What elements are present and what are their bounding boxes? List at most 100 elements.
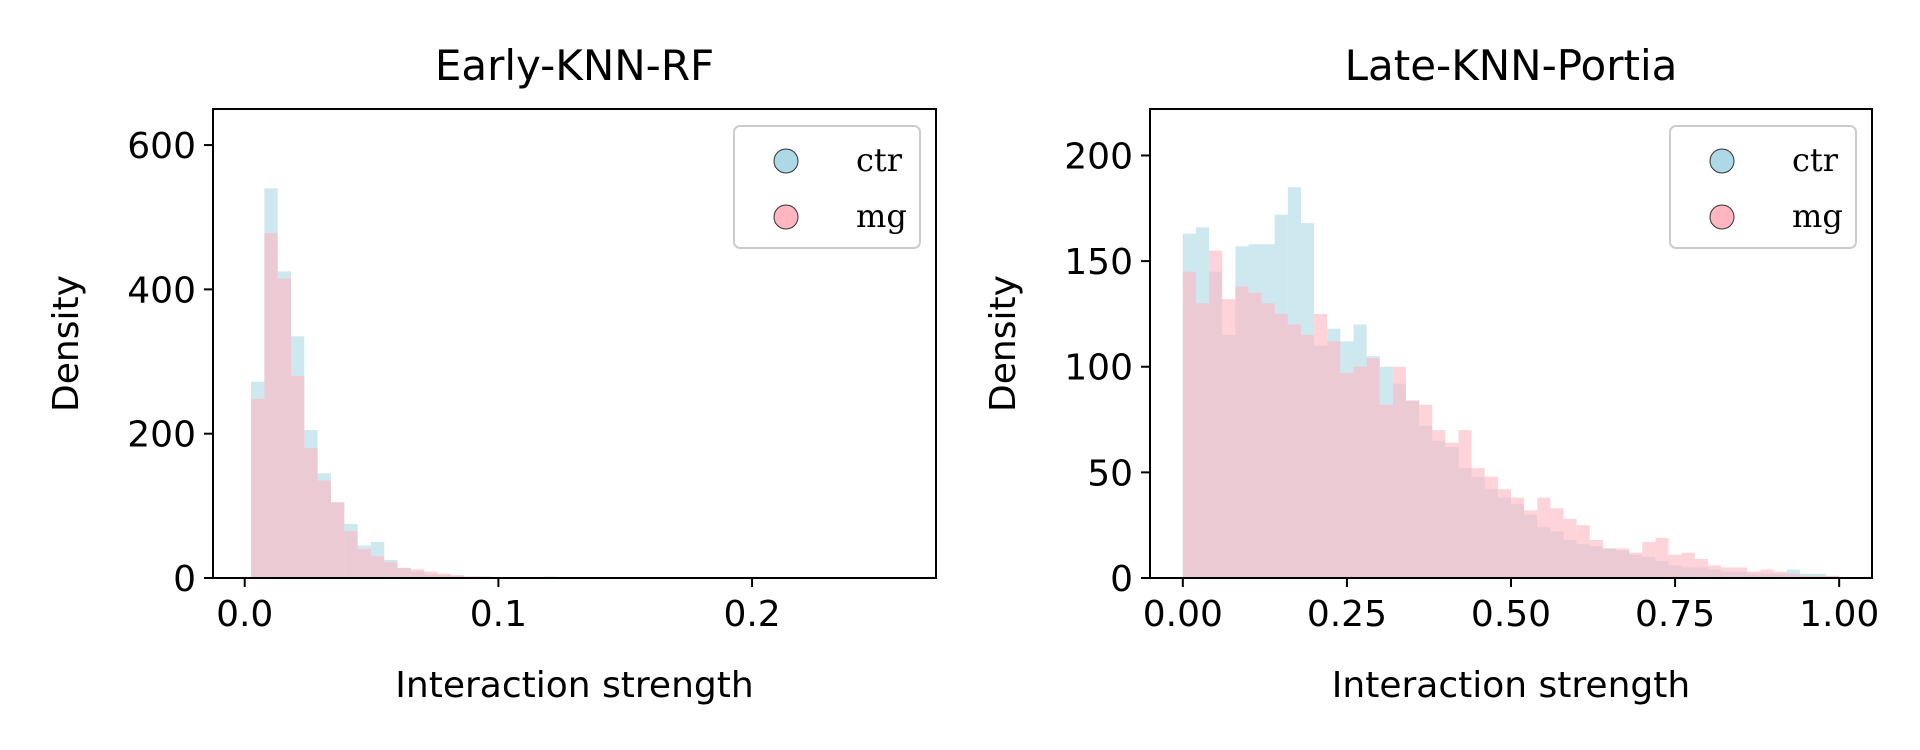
legend-label: ctr (856, 141, 903, 179)
histogram-bar (1563, 518, 1577, 578)
histogram-bar (1287, 324, 1301, 578)
histogram-bar (1602, 548, 1617, 578)
y-tick-label: 150 (1064, 242, 1133, 283)
histogram-bar (1432, 430, 1446, 578)
legend: ctr mg (1669, 125, 1857, 249)
histogram-bar (1537, 497, 1551, 578)
histogram-bar (1799, 575, 1813, 578)
histogram-bar (1182, 271, 1196, 578)
histogram-bar (370, 556, 385, 578)
legend-marker (1709, 204, 1735, 230)
x-tick-label: 0.50 (1471, 594, 1551, 635)
x-tick-label: 0.0 (216, 594, 273, 635)
histogram-bar (1550, 508, 1564, 578)
histogram-bar (1458, 430, 1472, 578)
legend-label: ctr (1792, 141, 1839, 179)
x-axis-label: Interaction strength (1332, 665, 1690, 706)
histogram-bar (1747, 571, 1761, 578)
histogram-bar (1222, 299, 1236, 578)
histogram-bar (304, 448, 318, 578)
histogram-bar (251, 399, 265, 578)
histogram-bar (1497, 489, 1511, 578)
x-tick-label: 0.00 (1143, 594, 1223, 635)
legend-marker (773, 204, 799, 230)
y-tick-label: 200 (1064, 136, 1133, 177)
histogram-bar (410, 569, 425, 578)
histogram-bar (1300, 335, 1315, 578)
histogram-bar (1340, 373, 1354, 578)
histogram-bar (424, 571, 438, 578)
legend-marker (773, 148, 799, 174)
histogram-bar (1734, 567, 1748, 578)
histogram-bar (1589, 539, 1603, 578)
histogram-bar (291, 375, 305, 578)
histogram-bar (1668, 554, 1682, 578)
series-mg (1182, 250, 1840, 578)
x-tick-label: 0.25 (1307, 594, 1387, 635)
x-tick-label: 0.75 (1635, 594, 1715, 635)
y-tick-label: 200 (127, 415, 196, 456)
histogram-bar (330, 502, 345, 578)
chart-title: Early-KNN-RF (435, 41, 714, 90)
histogram-bar (1209, 250, 1223, 578)
histogram-bar (344, 531, 358, 578)
histogram-bar (1314, 313, 1328, 578)
y-axis-label: Density (46, 275, 87, 412)
histogram-bar (357, 549, 371, 578)
histogram-bar (277, 278, 292, 578)
histogram-bar (1576, 525, 1590, 578)
histogram-bar (1353, 366, 1367, 578)
y-axis-label: Density (983, 275, 1024, 412)
x-tick-label: 0.2 (723, 594, 780, 635)
histogram-bar (1826, 575, 1840, 578)
x-tick-label: 1.00 (1799, 594, 1879, 635)
histogram-bar (1760, 569, 1774, 578)
histogram-bar (1379, 404, 1393, 578)
histogram-bar (1629, 552, 1643, 578)
legend-label: mg (1792, 197, 1843, 235)
x-tick-label: 0.1 (470, 594, 527, 635)
histogram-bar (1248, 292, 1262, 578)
histogram-bar (450, 575, 465, 578)
histogram-bar (1812, 575, 1827, 578)
histogram-bar (1511, 497, 1525, 578)
y-tick-label: 0 (173, 559, 196, 600)
histogram-bar (1327, 341, 1341, 578)
histogram-bar (1524, 510, 1538, 578)
subplot-2: 0.00 0.25 0.50 0.75 1.00 0 50 100 150 200 Late-KNN… (983, 41, 1879, 706)
histogram-bar (1419, 404, 1433, 578)
axes-frame (212, 108, 937, 579)
histogram-bar (317, 480, 331, 578)
histogram-bar (437, 573, 451, 578)
histogram-bar (1642, 542, 1656, 578)
subplot-1: 0.0 0.1 0.2 0 200 400 600 Early-KNN-RF Interacti… (46, 41, 937, 706)
y-tick-label: 50 (1087, 453, 1133, 494)
y-tick-label: 0 (1110, 559, 1133, 600)
histogram-bar (1707, 565, 1722, 578)
histogram-bar (1681, 552, 1695, 578)
histogram-bar (1235, 286, 1249, 578)
histogram-bar (1392, 366, 1406, 578)
chart-title: Late-KNN-Portia (1345, 41, 1678, 90)
histogram-bar (1484, 476, 1498, 578)
histogram-bar (1786, 573, 1800, 578)
y-tick-label: 400 (127, 270, 196, 311)
histogram-bar (1694, 558, 1708, 578)
histogram-bar (1195, 303, 1210, 578)
histogram-bar (264, 233, 278, 578)
histogram-bar (1445, 442, 1459, 578)
histogram-bar (397, 567, 411, 578)
histogram-bar (1655, 537, 1669, 578)
histogram-bar (1261, 303, 1275, 578)
y-tick-label: 100 (1064, 348, 1133, 389)
y-tick-label: 600 (127, 126, 196, 167)
legend: ctr mg (733, 125, 921, 249)
histogram-bar (1405, 400, 1420, 578)
histogram-bar (1366, 358, 1380, 578)
histogram-bar (1471, 468, 1485, 578)
x-axis-label: Interaction strength (395, 665, 753, 706)
histogram-bar (384, 562, 398, 578)
histogram-bar (1616, 548, 1630, 578)
histogram-bar (1773, 571, 1787, 578)
